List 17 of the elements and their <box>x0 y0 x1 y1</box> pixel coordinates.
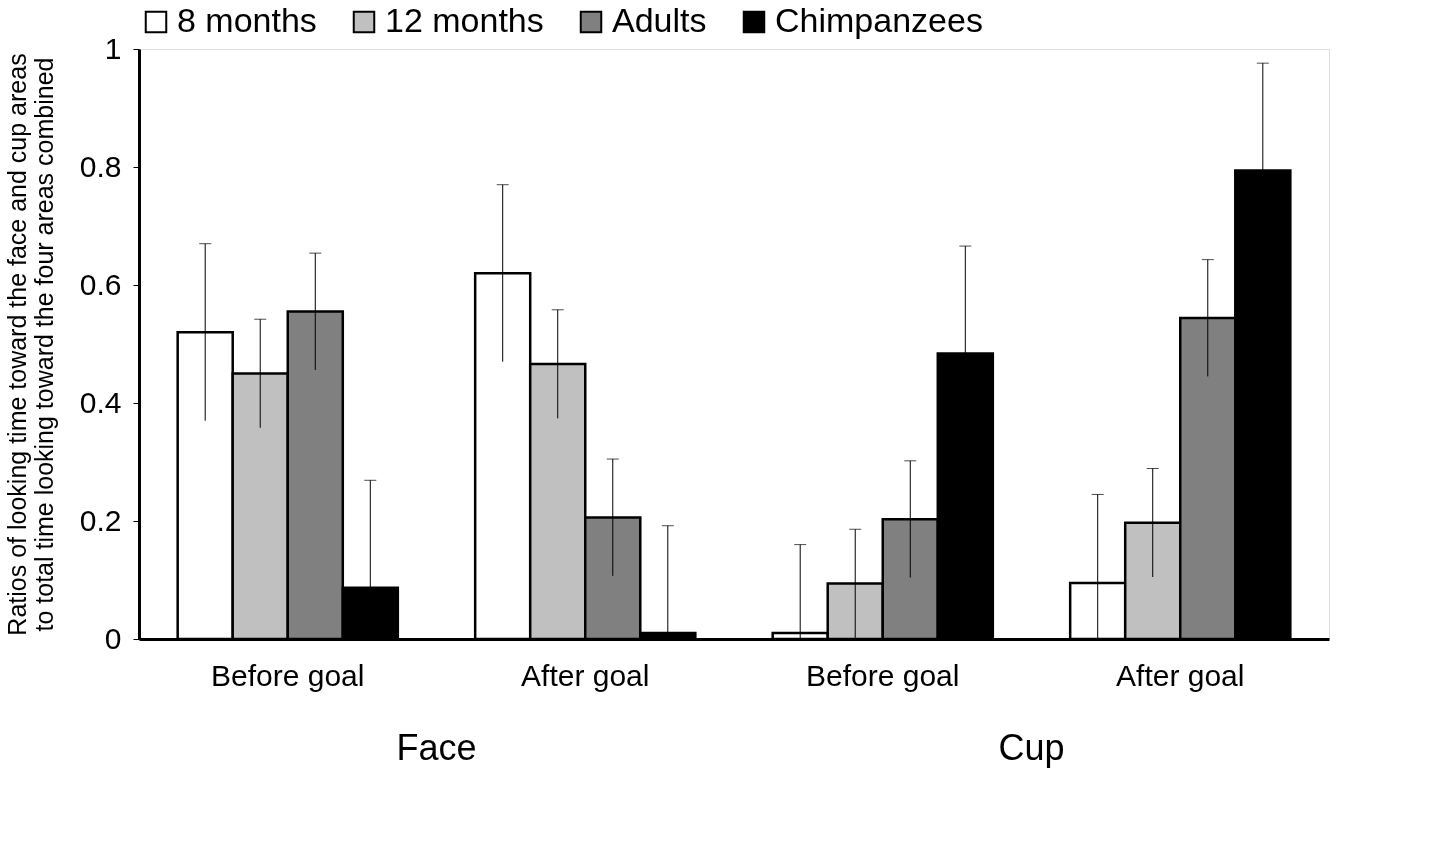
text: Cup <box>998 727 1065 768</box>
x-tick-label: Before goal <box>211 658 365 692</box>
legend-label: 12 months <box>385 1 544 39</box>
y-tick-label: 1 <box>104 31 122 65</box>
y-axis-title: Ratios of looking time toward the face and cup areas to total time looking toward the four areas combined <box>2 53 58 636</box>
legend-label: Chimpanzees <box>775 1 983 39</box>
x-tick-label: Before goal <box>806 658 960 692</box>
y-tick-label: 0 <box>104 621 122 655</box>
y-tick-label: 0.2 <box>79 503 122 537</box>
x-tick-label: After goal <box>1116 658 1245 692</box>
y-tick-label: 0.4 <box>79 385 122 419</box>
x-tick-label: After goal <box>521 658 650 692</box>
text: Face <box>396 727 477 768</box>
legend-label: Adults <box>612 1 707 39</box>
y-tick-label: 0.6 <box>79 267 122 301</box>
y-tick-label: 0.8 <box>79 149 122 183</box>
legend-label: 8 months <box>177 1 317 39</box>
